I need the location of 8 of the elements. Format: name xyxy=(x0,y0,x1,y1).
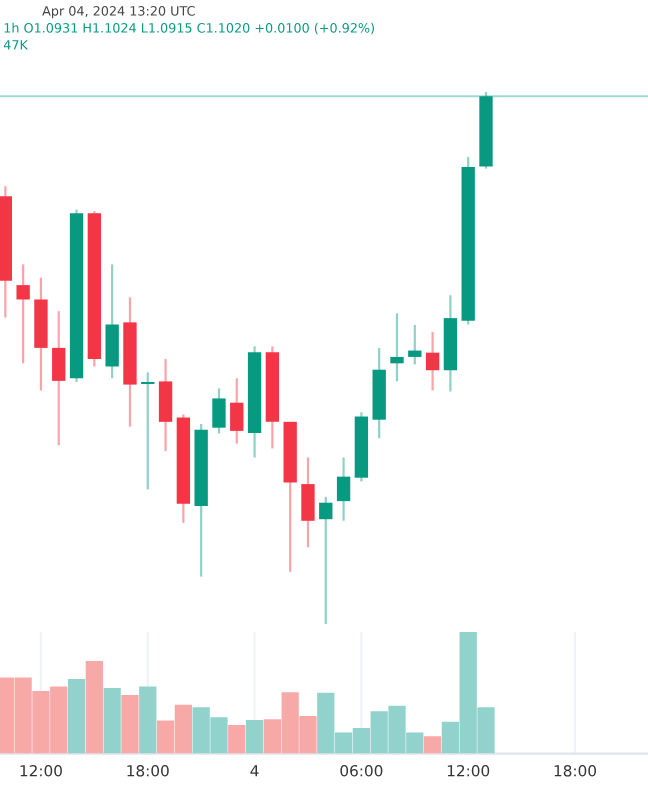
bar xyxy=(139,686,157,754)
bar xyxy=(245,720,264,754)
bar xyxy=(67,678,86,754)
bar xyxy=(228,725,246,754)
bar xyxy=(103,687,121,754)
bar xyxy=(121,694,139,754)
bar xyxy=(423,736,442,754)
bar xyxy=(85,661,103,754)
